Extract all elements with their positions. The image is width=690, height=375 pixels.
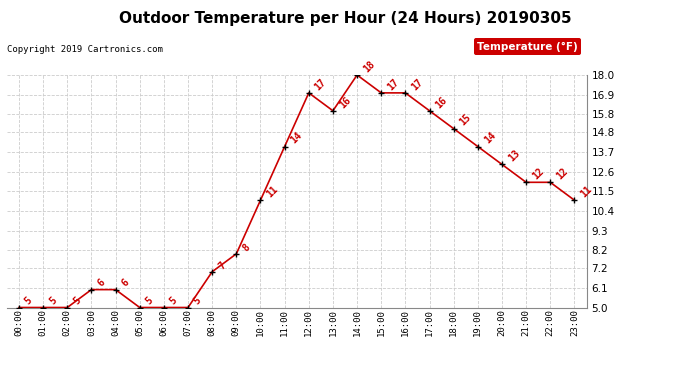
Text: 7: 7 — [217, 260, 228, 271]
Text: 8: 8 — [241, 242, 252, 253]
Text: 16: 16 — [337, 94, 353, 110]
Text: 5: 5 — [144, 296, 155, 307]
Text: 5: 5 — [23, 296, 34, 307]
Text: Outdoor Temperature per Hour (24 Hours) 20190305: Outdoor Temperature per Hour (24 Hours) … — [119, 11, 571, 26]
Text: 12: 12 — [555, 166, 570, 182]
Text: Copyright 2019 Cartronics.com: Copyright 2019 Cartronics.com — [7, 45, 163, 54]
Text: 12: 12 — [531, 166, 546, 182]
Text: 5: 5 — [72, 296, 83, 307]
Text: 13: 13 — [506, 148, 522, 164]
Text: 11: 11 — [579, 184, 594, 200]
Text: 6: 6 — [96, 278, 107, 289]
Text: 18: 18 — [362, 59, 377, 74]
Text: 5: 5 — [193, 296, 204, 307]
Text: 11: 11 — [265, 184, 280, 200]
Text: 17: 17 — [410, 77, 425, 92]
Text: 17: 17 — [386, 77, 401, 92]
Text: 16: 16 — [434, 94, 449, 110]
Legend: Temperature (°F): Temperature (°F) — [474, 38, 581, 55]
Text: 14: 14 — [482, 130, 497, 146]
Text: 6: 6 — [120, 278, 131, 289]
Text: 14: 14 — [289, 130, 304, 146]
Text: 5: 5 — [168, 296, 179, 307]
Text: 15: 15 — [458, 112, 473, 128]
Text: 5: 5 — [48, 296, 59, 307]
Text: 17: 17 — [313, 77, 328, 92]
